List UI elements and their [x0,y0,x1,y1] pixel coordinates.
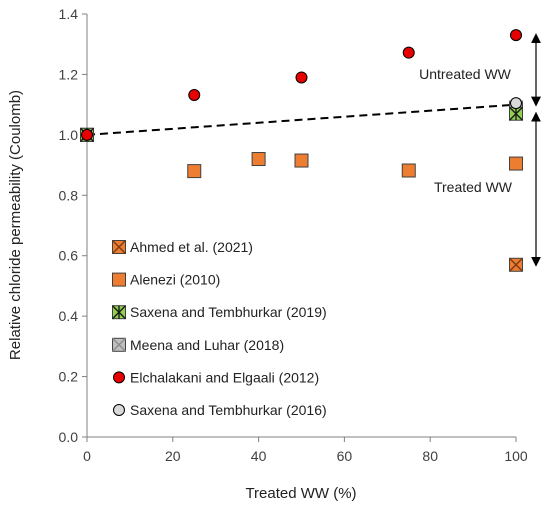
data-point [295,71,308,84]
data-points [80,29,523,272]
y-tick-label: 0.4 [59,308,79,324]
x-tick-label: 0 [83,448,91,464]
data-point [402,46,415,59]
legend-label: Alenezi (2010) [130,272,220,288]
legend-marker [113,371,125,384]
legend-label: Elchalakani and Elgaali (2012) [130,369,319,385]
x-tick-label: 60 [337,448,353,464]
y-tick-label: 1.2 [59,66,79,82]
x-axis-title: Treated WW (%) [245,485,356,502]
x-tick-label: 100 [504,448,528,464]
data-point [251,152,266,167]
legend-label: Meena and Luhar (2018) [130,337,284,353]
y-tick-label: 0.0 [59,429,79,445]
data-point [509,156,523,171]
y-tick-label: 0.6 [59,248,79,264]
data-point [509,106,523,121]
data-point [401,163,416,178]
y-ticks: 0.0 0.2 0.4 0.6 0.8 1.0 1.2 1.4 [59,6,87,445]
y-tick-label: 1.4 [59,6,79,22]
annotations: Untreated WW Treated WW [419,33,541,267]
x-ticks: 0 20 40 60 80 100 [83,437,528,464]
legend: Ahmed et al. (2021) Alenezi (2010) Saxena … [112,239,327,418]
data-point [509,257,523,272]
y-tick-label: 1.0 [59,127,79,143]
legend-marker [112,240,126,254]
treated-label: Treated WW [434,179,513,195]
data-point [188,88,201,101]
data-point [294,153,309,168]
legend-marker [112,272,126,287]
data-point [510,97,522,110]
legend-marker [113,404,125,416]
y-tick-label: 0.8 [59,187,79,203]
data-point [81,128,93,141]
x-tick-label: 80 [422,448,438,464]
legend-marker [112,337,126,352]
legend-marker [112,305,126,320]
legend-label: Saxena and Tembhurkar (2019) [130,304,327,320]
y-tick-label: 0.2 [59,369,79,385]
legend-label: Saxena and Tembhurkar (2016) [130,402,327,418]
y-axis-title: Relative chloride permeability (Coulomb) [7,90,24,360]
data-point [510,29,522,42]
data-point [187,164,202,179]
x-tick-label: 40 [251,448,267,464]
x-tick-label: 20 [165,448,181,464]
legend-label: Ahmed et al. (2021) [130,239,253,255]
trendline [86,103,517,136]
untreated-label: Untreated WW [419,66,512,82]
